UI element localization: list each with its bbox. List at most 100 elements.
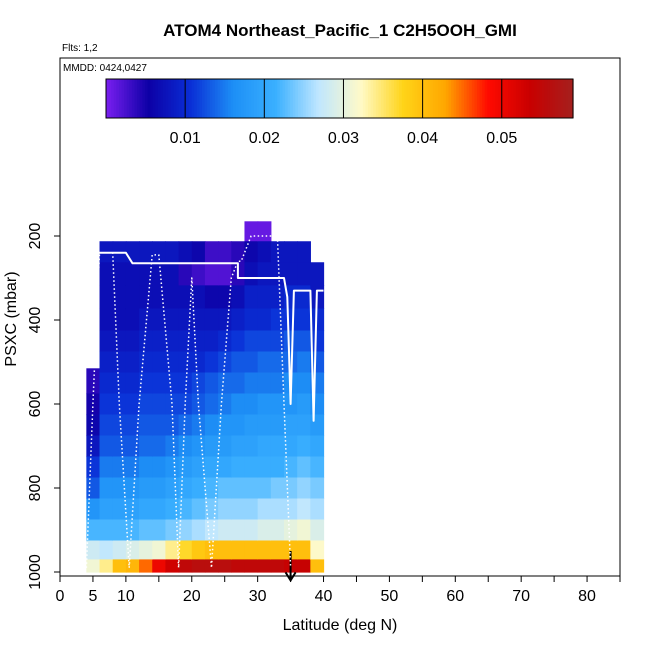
colorbar-swatch (544, 79, 548, 118)
heatmap-cell (152, 540, 167, 560)
colorbar-swatch (419, 79, 424, 118)
heatmap-cell (218, 393, 232, 416)
heatmap-cell (231, 559, 246, 573)
colorbar-swatch (378, 79, 382, 118)
heatmap-cell (284, 519, 298, 542)
heatmap-cell (139, 456, 153, 479)
heatmap-cell (204, 262, 219, 286)
colorbar-swatch (201, 79, 206, 118)
flights-label: Flts: 1,2 (62, 43, 98, 54)
colorbar-swatch (118, 79, 123, 118)
colorbar-swatch (139, 79, 143, 118)
heatmap-cell (284, 262, 298, 286)
heatmap-cell (112, 351, 127, 374)
heatmap-cell (297, 393, 311, 416)
colorbar-swatch (438, 79, 442, 118)
colorbar-swatch (131, 79, 136, 118)
heatmap-cell (112, 477, 127, 500)
heatmap-cell (204, 435, 219, 458)
colorbar-swatch (557, 79, 561, 118)
colorbar-swatch (536, 79, 540, 118)
colorbar-swatch (191, 79, 195, 118)
heatmap-cell (257, 221, 272, 242)
colorbar-swatch (502, 79, 507, 118)
colorbar-swatch (482, 79, 486, 118)
heatmap-cell (125, 351, 140, 374)
heatmap-cell (112, 414, 127, 437)
colorbar-swatch (352, 79, 356, 118)
colorbar-swatch (495, 79, 499, 118)
colorbar-swatch (565, 79, 569, 118)
colorbar-swatch (240, 79, 245, 118)
heatmap-cell (218, 414, 232, 437)
colorbar-swatch (549, 79, 553, 118)
heatmap-cell (284, 308, 298, 332)
colorbar-swatch (355, 79, 359, 118)
heatmap-cell (178, 477, 193, 500)
heatmap-cell (139, 559, 153, 573)
heatmap-cell (244, 456, 259, 479)
heatmap-cell (191, 435, 206, 458)
heatmap-cell (99, 393, 114, 416)
colorbar-swatch (393, 79, 398, 118)
colorbar-swatch (121, 79, 125, 118)
heatmap-cell (152, 498, 167, 521)
heatmap-cell (86, 559, 101, 573)
heatmap-cell (270, 456, 285, 479)
heatmap-cell (165, 519, 180, 542)
heatmap-cell (165, 393, 180, 416)
heatmap-cell (270, 372, 285, 395)
colorbar-swatch (477, 79, 481, 118)
colorbar-swatch (116, 79, 120, 118)
heatmap-cell (257, 285, 272, 310)
heatmap-cell (270, 498, 285, 521)
heatmap-cell (139, 351, 153, 374)
heatmap-cell (112, 308, 127, 332)
heatmap-cell (204, 393, 219, 416)
colorbar-swatch (521, 79, 525, 118)
heatmap-cell (191, 559, 206, 573)
colorbar-swatch (362, 79, 367, 118)
colorbar-swatch (375, 79, 380, 118)
colorbar-swatch (108, 79, 112, 118)
heatmap-cell (152, 308, 167, 332)
heatmap-cell (152, 241, 167, 263)
colorbar-swatch (152, 79, 156, 118)
heatmap-cell (178, 241, 193, 263)
colorbar-swatch (261, 79, 265, 118)
heatmap-cell (191, 262, 206, 286)
colorbar-swatch (368, 79, 372, 118)
x-tick-label: 50 (381, 588, 399, 605)
colorbar-swatch (570, 79, 574, 118)
colorbar-swatch (207, 79, 211, 118)
heatmap-cell (231, 330, 246, 353)
colorbar-swatch (186, 79, 190, 118)
heatmap-cell (112, 372, 127, 395)
heatmap-cell (257, 351, 272, 374)
colorbar-swatch (111, 79, 115, 118)
colorbar-swatch (381, 79, 385, 118)
heatmap-cell (284, 414, 298, 437)
colorbar-swatch (251, 79, 255, 118)
heatmap-cell (178, 519, 193, 542)
heatmap-cell (204, 477, 219, 500)
colorbar-swatch (129, 79, 133, 118)
colorbar-swatch (469, 79, 473, 118)
colorbar-swatch (144, 79, 149, 118)
heatmap-cell (139, 285, 153, 310)
x-tick-label: 5 (88, 588, 97, 605)
colorbar-swatch (406, 79, 411, 118)
colorbar-swatch (277, 79, 281, 118)
x-tick-label: 10 (117, 588, 135, 605)
colorbar-swatch (401, 79, 405, 118)
heatmap-cell (191, 285, 206, 310)
colorbar-swatch (321, 79, 325, 118)
colorbar-swatch (440, 79, 444, 118)
heatmap-cell (139, 393, 153, 416)
heatmap-cell (86, 498, 101, 521)
heatmap-cell (191, 241, 206, 263)
heatmap-cell (231, 456, 246, 479)
heatmap-cell (231, 435, 246, 458)
heatmap-cell (310, 559, 325, 573)
heatmap-cell (125, 285, 140, 310)
